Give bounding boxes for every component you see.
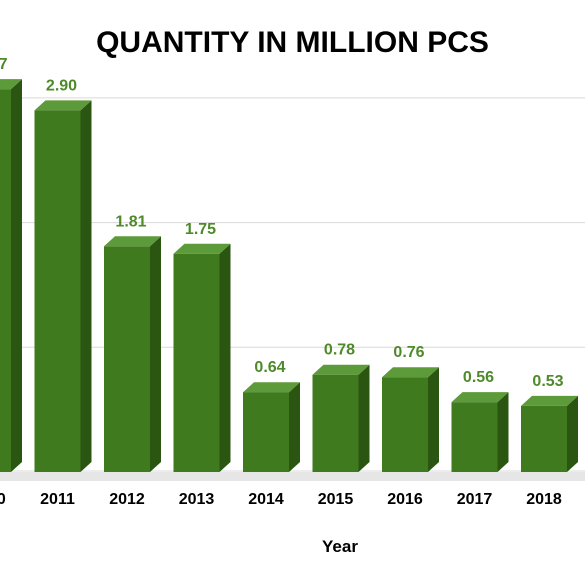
x-tick-label: 2013 (179, 491, 215, 508)
floor-band (0, 472, 585, 481)
data-label: 0.53 (532, 373, 563, 390)
bar-top-face (382, 367, 439, 378)
bar-front-face (312, 374, 359, 472)
bar-top-face (34, 100, 92, 111)
bar-front-face (173, 253, 220, 472)
x-tick-label: 2011 (40, 491, 75, 508)
bar-top-face (243, 382, 300, 393)
x-tick-label: 2016 (387, 491, 423, 508)
bar-top-face (312, 364, 370, 375)
bar-2018 (521, 395, 578, 472)
bars (0, 79, 578, 473)
data-label: 0.78 (324, 342, 355, 359)
bar-top-face (104, 236, 161, 247)
bar-front-face (34, 110, 81, 473)
bar-front-face (521, 405, 567, 472)
bar-front-face (0, 89, 11, 473)
bar-side-face (289, 382, 300, 472)
data-label: 3.07 (0, 56, 8, 73)
data-label: 1.81 (115, 213, 146, 230)
data-label: 0.64 (254, 359, 285, 376)
x-tick-label: 2014 (248, 491, 284, 508)
data-label: 0.56 (463, 369, 494, 386)
bar-top-face (451, 392, 509, 403)
bar-side-face (150, 236, 161, 472)
bar-2016 (382, 367, 439, 472)
data-labels: 3.07 2.90 1.81 1.75 0.64 0.78 0.76 0.56 0.53 (0, 56, 564, 390)
bar-2015 (312, 364, 370, 472)
x-tick-label: 2018 (526, 491, 562, 508)
x-tick-labels: 2010 2011 2012 2013 2014 2015 2016 2017 2018 (0, 491, 562, 508)
bar-side-face (219, 243, 231, 472)
bar-2010 (0, 79, 22, 473)
bar-side-face (428, 367, 439, 472)
bar-side-face (80, 100, 92, 473)
x-tick-label: 2010 (0, 491, 6, 508)
bar-top-face (0, 79, 22, 90)
bar-side-face (358, 364, 370, 472)
bar-top-face (521, 395, 578, 406)
data-label: 2.90 (46, 77, 77, 94)
bar-top-face (173, 243, 231, 254)
bar-side-face (11, 79, 22, 473)
bar-front-face (104, 246, 150, 472)
gridlines (0, 97, 585, 348)
chart-floor (0, 470, 585, 481)
bar-2017 (451, 392, 509, 472)
x-tick-label: 2015 (318, 491, 354, 508)
bar-2012 (104, 236, 161, 472)
chart-title: QUANTITY IN MILLION PCS (96, 26, 489, 59)
x-tick-label: 2017 (457, 491, 493, 508)
x-axis-title: Year (322, 537, 358, 556)
bar-2011 (34, 100, 92, 473)
bar-front-face (382, 377, 428, 472)
bar-2013 (173, 243, 231, 472)
data-label: 0.76 (393, 344, 424, 361)
bar-side-face (497, 392, 509, 472)
data-label: 1.75 (185, 221, 216, 238)
x-tick-label: 2012 (109, 491, 145, 508)
bar-2014 (243, 382, 300, 472)
bar-front-face (243, 392, 289, 472)
bar-front-face (451, 402, 498, 472)
bar-side-face (567, 395, 578, 472)
